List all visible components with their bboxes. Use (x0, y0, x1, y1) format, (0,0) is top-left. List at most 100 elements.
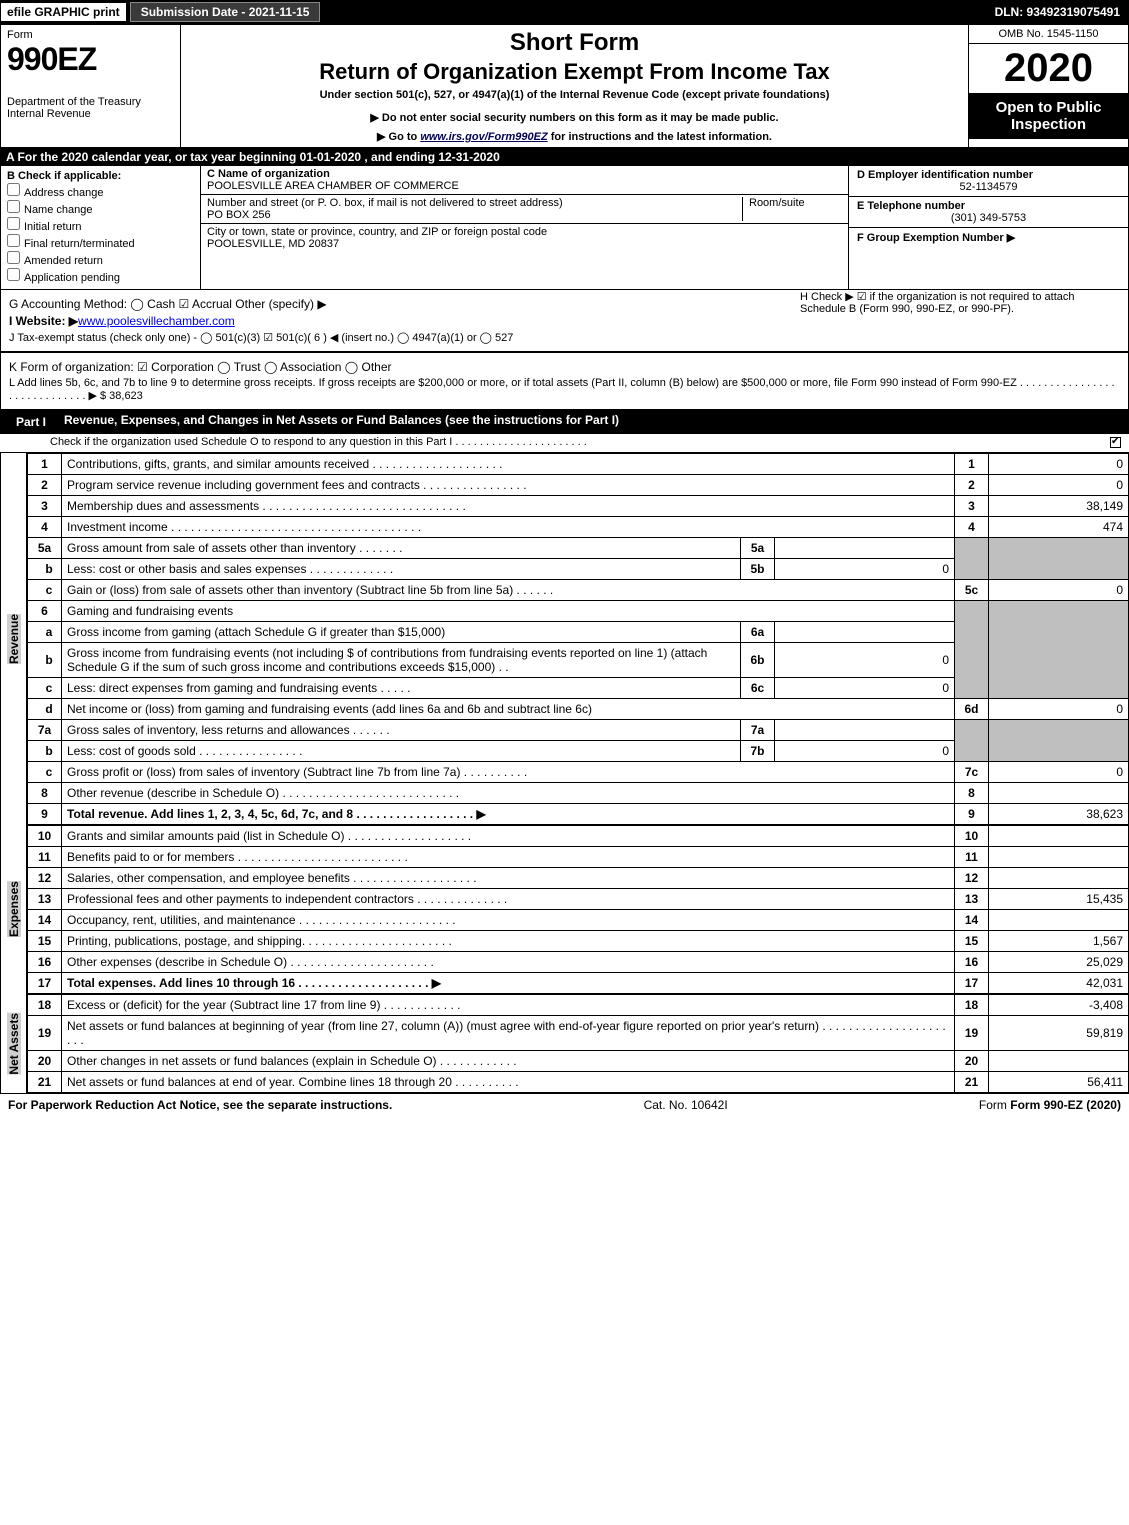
sub3-post: for instructions and the latest informat… (548, 131, 772, 143)
org-name-label: C Name of organization (207, 168, 330, 180)
table-row: 2Program service revenue including gover… (28, 475, 1129, 496)
period-bar: A For the 2020 calendar year, or tax yea… (0, 148, 1129, 166)
line-j: J Tax-exempt status (check only one) - ◯… (9, 331, 1120, 344)
table-row: 10Grants and similar amounts paid (list … (28, 826, 1129, 847)
top-bar: efile GRAPHIC print Submission Date - 20… (0, 0, 1129, 24)
line-i-label: I Website: ▶ (9, 314, 78, 328)
table-row: cGain or (loss) from sale of assets othe… (28, 580, 1129, 601)
box-c: C Name of organization POOLESVILLE AREA … (201, 166, 848, 289)
table-row: 21Net assets or fund balances at end of … (28, 1072, 1129, 1093)
table-row: 20Other changes in net assets or fund ba… (28, 1051, 1129, 1072)
part1-subhead: Check if the organization used Schedule … (0, 434, 1129, 453)
expenses-section: Expenses 10Grants and similar amounts pa… (0, 825, 1129, 994)
city-label: City or town, state or province, country… (207, 226, 547, 238)
tel-row: E Telephone number (301) 349-5753 (849, 197, 1128, 228)
address-label: Number and street (or P. O. box, if mail… (207, 197, 563, 209)
header-left: Form 990EZ Department of the Treasury In… (1, 25, 181, 147)
footer-center: Cat. No. 10642I (644, 1098, 728, 1112)
table-row: 19Net assets or fund balances at beginni… (28, 1016, 1129, 1051)
table-row: 13Professional fees and other payments t… (28, 889, 1129, 910)
footer-right: Form Form 990-EZ (2020) (979, 1098, 1121, 1112)
cb-final-return[interactable]: Final return/terminated (7, 234, 194, 250)
line-k: K Form of organization: ☑ Corporation ◯ … (9, 360, 1120, 374)
table-row: 7aGross sales of inventory, less returns… (28, 720, 1129, 741)
part1-label: Part I (8, 413, 54, 431)
table-row: dNet income or (loss) from gaming and fu… (28, 699, 1129, 720)
netassets-table: 18Excess or (deficit) for the year (Subt… (27, 994, 1129, 1093)
expenses-table: 10Grants and similar amounts paid (list … (27, 825, 1129, 994)
irs-link[interactable]: www.irs.gov/Form990EZ (420, 131, 547, 143)
table-row: 18Excess or (deficit) for the year (Subt… (28, 995, 1129, 1016)
dln: DLN: 93492319075491 (987, 3, 1128, 21)
line-h: H Check ▶ ☑ if the organization is not r… (800, 290, 1120, 315)
short-form-title: Short Form (189, 29, 960, 57)
tax-year: 2020 (969, 44, 1128, 93)
footer-left: For Paperwork Reduction Act Notice, see … (8, 1098, 392, 1112)
sub3-pre: ▶ Go to (377, 131, 420, 143)
table-row: 6Gaming and fundraising events (28, 601, 1129, 622)
box-b: B Check if applicable: Address change Na… (1, 166, 201, 289)
table-row: 8Other revenue (describe in Schedule O) … (28, 783, 1129, 804)
cb-amended-return[interactable]: Amended return (7, 251, 194, 267)
table-row: 14Occupancy, rent, utilities, and mainte… (28, 910, 1129, 931)
ssn-warning: ▶ Do not enter social security numbers o… (189, 111, 960, 124)
ein-label: D Employer identification number (857, 169, 1033, 181)
table-row: 1Contributions, gifts, grants, and simil… (28, 454, 1129, 475)
footer: For Paperwork Reduction Act Notice, see … (0, 1093, 1129, 1116)
city: POOLESVILLE, MD 20837 (207, 238, 339, 250)
table-row: 12Salaries, other compensation, and empl… (28, 868, 1129, 889)
schedule-o-checkbox[interactable] (1110, 436, 1121, 448)
table-row: 17Total expenses. Add lines 10 through 1… (28, 973, 1129, 994)
ein-row: D Employer identification number 52-1134… (849, 166, 1128, 197)
box-def: D Employer identification number 52-1134… (848, 166, 1128, 289)
address-row: Number and street (or P. O. box, if mail… (201, 195, 848, 224)
table-row: 3Membership dues and assessments . . . .… (28, 496, 1129, 517)
netassets-section: Net Assets 18Excess or (deficit) for the… (0, 994, 1129, 1093)
part1-header: Part I Revenue, Expenses, and Changes in… (0, 410, 1129, 434)
org-name: POOLESVILLE AREA CHAMBER OF COMMERCE (207, 180, 459, 192)
form-header: Form 990EZ Department of the Treasury In… (0, 24, 1129, 148)
telephone: (301) 349-5753 (857, 212, 1120, 224)
meta-block2: K Form of organization: ☑ Corporation ◯ … (0, 352, 1129, 410)
meta-block: H Check ▶ ☑ if the organization is not r… (0, 290, 1129, 352)
header-center: Short Form Return of Organization Exempt… (181, 25, 968, 147)
group-label: F Group Exemption Number ▶ (857, 232, 1015, 244)
expenses-label: Expenses (1, 825, 27, 994)
cb-initial-return[interactable]: Initial return (7, 217, 194, 233)
group-row: F Group Exemption Number ▶ (849, 228, 1128, 247)
info-grid: B Check if applicable: Address change Na… (0, 166, 1129, 290)
form-title: Return of Organization Exempt From Incom… (189, 59, 960, 85)
table-row: 15Printing, publications, postage, and s… (28, 931, 1129, 952)
instructions-link-line: ▶ Go to www.irs.gov/Form990EZ for instru… (189, 130, 960, 143)
cb-application-pending[interactable]: Application pending (7, 268, 194, 284)
revenue-label: Revenue (1, 453, 27, 825)
header-right: OMB No. 1545-1150 2020 Open to Public In… (968, 25, 1128, 147)
table-row: cGross profit or (loss) from sales of in… (28, 762, 1129, 783)
line-i: I Website: ▶www.poolesvillechamber.com (9, 314, 1120, 328)
revenue-table: 1Contributions, gifts, grants, and simil… (27, 453, 1129, 825)
tel-label: E Telephone number (857, 200, 965, 212)
submission-date: Submission Date - 2021-11-15 (130, 2, 321, 22)
room-label: Room/suite (749, 197, 805, 209)
form-number: 990EZ (7, 41, 174, 78)
part1-sub: Check if the organization used Schedule … (50, 436, 587, 448)
netassets-label: Net Assets (1, 994, 27, 1093)
table-row: 4Investment income . . . . . . . . . . .… (28, 517, 1129, 538)
table-row: 11Benefits paid to or for members . . . … (28, 847, 1129, 868)
city-row: City or town, state or province, country… (201, 224, 848, 252)
cb-address-change[interactable]: Address change (7, 183, 194, 199)
form-subtitle: Under section 501(c), 527, or 4947(a)(1)… (189, 89, 960, 101)
table-row: 9Total revenue. Add lines 1, 2, 3, 4, 5c… (28, 804, 1129, 825)
cb-name-change[interactable]: Name change (7, 200, 194, 216)
line-l: L Add lines 5b, 6c, and 7b to line 9 to … (9, 377, 1120, 402)
address: PO BOX 256 (207, 209, 271, 221)
public-inspection: Open to Public Inspection (969, 93, 1128, 139)
table-row: 5aGross amount from sale of assets other… (28, 538, 1129, 559)
efile-label: efile GRAPHIC print (1, 3, 126, 21)
box-b-title: B Check if applicable: (7, 170, 194, 182)
ein: 52-1134579 (857, 181, 1120, 193)
revenue-section: Revenue 1Contributions, gifts, grants, a… (0, 453, 1129, 825)
table-row: 16Other expenses (describe in Schedule O… (28, 952, 1129, 973)
department: Department of the Treasury Internal Reve… (7, 96, 174, 120)
website-link[interactable]: www.poolesvillechamber.com (78, 314, 235, 328)
